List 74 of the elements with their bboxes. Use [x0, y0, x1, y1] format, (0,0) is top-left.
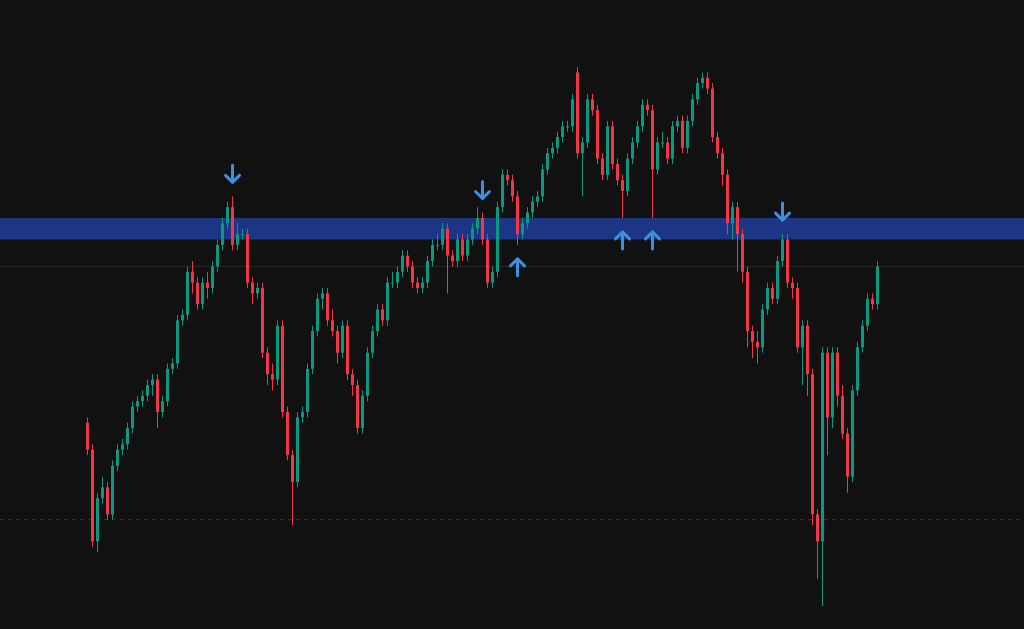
candlestick	[526, 206, 529, 230]
candlestick	[376, 303, 379, 337]
candlestick	[131, 400, 134, 435]
candlestick	[771, 282, 774, 305]
candlestick	[161, 395, 164, 418]
candlestick	[431, 238, 434, 267]
candlestick	[251, 276, 254, 305]
candlestick	[321, 287, 324, 311]
candlestick	[691, 93, 694, 127]
candlestick	[861, 319, 864, 354]
candlestick	[471, 222, 474, 246]
candlestick	[466, 233, 469, 262]
candlestick	[461, 233, 464, 262]
candlestick	[666, 136, 669, 165]
candlestick	[441, 222, 444, 251]
candlestick	[706, 71, 709, 95]
candlestick	[391, 271, 394, 289]
candlestick	[101, 476, 104, 505]
candlestick	[616, 158, 619, 187]
candlestick	[476, 206, 479, 235]
candlestick	[406, 249, 409, 273]
candlestick	[756, 330, 759, 364]
candlestick	[426, 255, 429, 289]
candlestick	[766, 282, 769, 316]
candlestick	[411, 260, 414, 289]
candlestick	[396, 265, 399, 289]
candlestick	[206, 271, 209, 300]
candlestick	[331, 309, 334, 337]
candlestick	[521, 217, 524, 240]
candlestick	[721, 147, 724, 187]
candlestick	[556, 131, 559, 154]
candlestick	[561, 120, 564, 143]
candlestick	[151, 373, 154, 397]
candlestick	[511, 174, 514, 203]
candlestick	[636, 120, 639, 149]
candlestick	[641, 98, 644, 133]
candlestick	[201, 276, 204, 311]
candlestick	[591, 93, 594, 117]
candlestick	[631, 136, 634, 165]
candlestick	[621, 174, 624, 219]
candlestick	[236, 222, 239, 251]
candlestick	[216, 238, 219, 273]
candlestick	[716, 131, 719, 160]
candlestick	[661, 131, 664, 149]
candlestick	[146, 379, 149, 402]
candlestick	[801, 319, 804, 386]
candlestick	[116, 443, 119, 472]
candlestick	[351, 368, 354, 397]
candlestick	[211, 260, 214, 294]
candlestick	[696, 77, 699, 106]
candlestick	[371, 325, 374, 359]
candlestick	[226, 201, 229, 230]
candlestick	[271, 362, 274, 391]
candlestick	[781, 233, 784, 267]
candlestick	[751, 325, 754, 359]
candlestick	[196, 276, 199, 311]
candlestick	[381, 303, 384, 327]
candlestick	[481, 212, 484, 246]
candlestick	[456, 233, 459, 267]
candlestick	[531, 195, 534, 219]
candlestick	[401, 249, 404, 278]
candlestick	[221, 217, 224, 251]
candlestick	[546, 147, 549, 176]
candlestick	[601, 152, 604, 181]
candlestick	[266, 346, 269, 386]
candlestick	[581, 136, 584, 197]
candlestick	[491, 265, 494, 289]
candlestick	[791, 276, 794, 300]
candlestick	[126, 422, 129, 451]
candlestick	[336, 325, 339, 364]
candlestick	[566, 120, 569, 133]
candlestick	[436, 233, 439, 251]
candlestick	[731, 201, 734, 240]
candlestick	[191, 260, 194, 294]
